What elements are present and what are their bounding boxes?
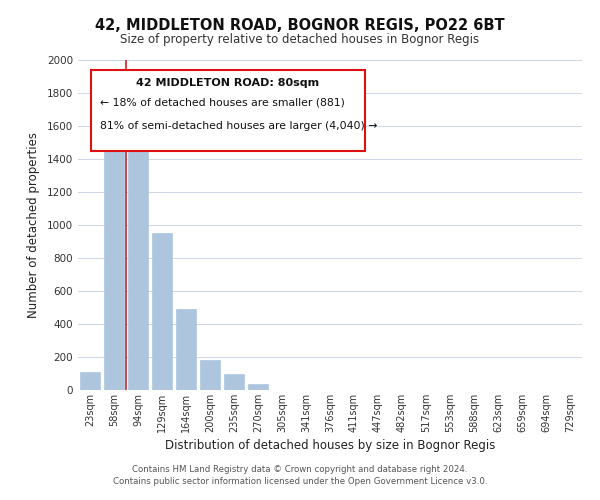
- Bar: [224, 374, 244, 390]
- Text: Size of property relative to detached houses in Bognor Regis: Size of property relative to detached ho…: [121, 32, 479, 46]
- Bar: [200, 360, 220, 390]
- Text: Contains HM Land Registry data © Crown copyright and database right 2024.: Contains HM Land Registry data © Crown c…: [132, 466, 468, 474]
- Bar: [176, 309, 196, 390]
- Bar: [248, 384, 268, 390]
- Y-axis label: Number of detached properties: Number of detached properties: [27, 132, 40, 318]
- Text: 81% of semi-detached houses are larger (4,040) →: 81% of semi-detached houses are larger (…: [100, 121, 377, 131]
- X-axis label: Distribution of detached houses by size in Bognor Regis: Distribution of detached houses by size …: [165, 439, 495, 452]
- Text: 42 MIDDLETON ROAD: 80sqm: 42 MIDDLETON ROAD: 80sqm: [136, 78, 320, 88]
- FancyBboxPatch shape: [91, 70, 365, 151]
- Text: 42, MIDDLETON ROAD, BOGNOR REGIS, PO22 6BT: 42, MIDDLETON ROAD, BOGNOR REGIS, PO22 6…: [95, 18, 505, 32]
- Bar: [104, 136, 124, 390]
- Text: Contains public sector information licensed under the Open Government Licence v3: Contains public sector information licen…: [113, 477, 487, 486]
- Bar: [152, 233, 172, 390]
- Bar: [80, 372, 100, 390]
- Text: ← 18% of detached houses are smaller (881): ← 18% of detached houses are smaller (88…: [100, 98, 344, 108]
- Bar: [128, 132, 148, 390]
